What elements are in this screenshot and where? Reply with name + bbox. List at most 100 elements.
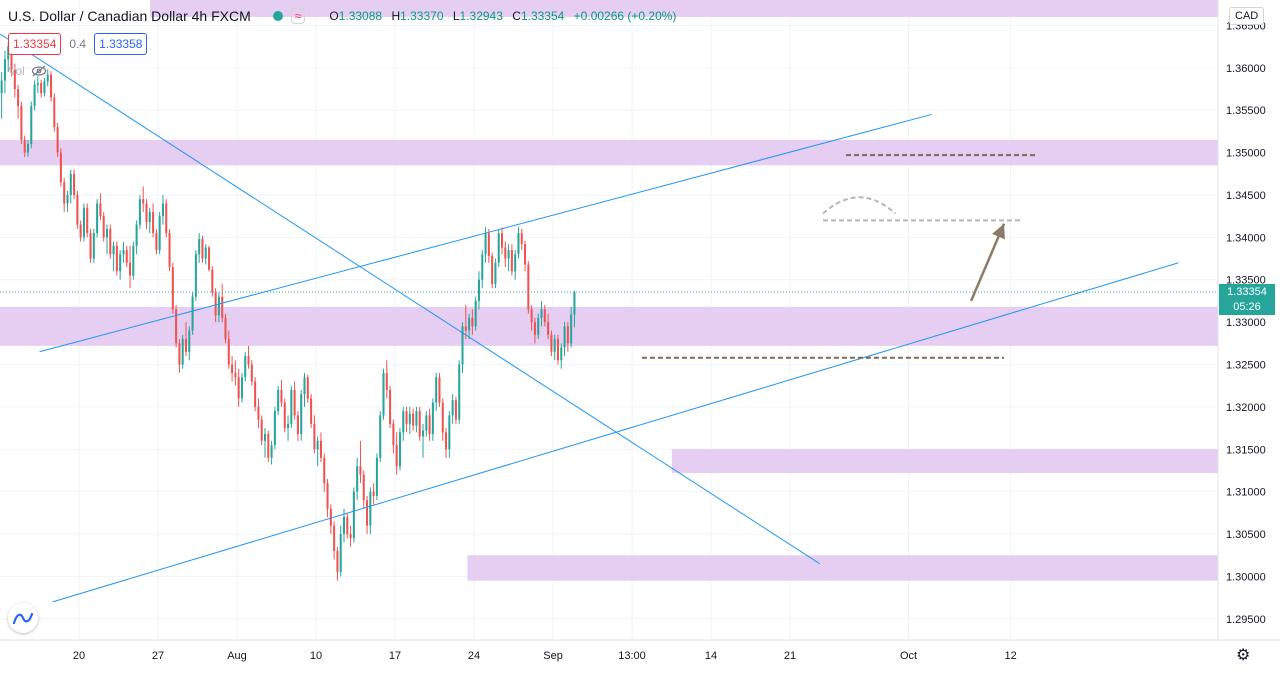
volume-label: Vol	[8, 64, 25, 78]
sell-button[interactable]: 1.33354	[8, 33, 62, 55]
candle-body	[372, 491, 375, 496]
candle-body	[26, 144, 30, 153]
candle-body	[171, 267, 174, 310]
candle-body	[148, 211, 151, 223]
candle-body	[247, 356, 250, 365]
candle-body	[477, 279, 480, 301]
candle-body	[573, 292, 576, 315]
x-tick-label: 17	[389, 650, 401, 662]
candle-body	[112, 245, 115, 255]
candle-body	[458, 364, 461, 420]
low-value: 1.32943	[459, 9, 503, 23]
candle-body	[306, 377, 309, 399]
eye-off-icon[interactable]	[31, 65, 47, 77]
candle-body	[303, 377, 306, 395]
candle-body	[454, 400, 457, 420]
candle-body	[82, 207, 85, 238]
candle-body	[208, 247, 211, 270]
spread-value: 0.4	[69, 37, 87, 51]
candle-body	[445, 432, 448, 450]
candle-body	[280, 389, 283, 403]
candle-body	[428, 415, 431, 435]
candle-body	[244, 356, 247, 378]
candle-body	[570, 314, 573, 344]
candle-body	[50, 74, 53, 98]
candle-body	[352, 491, 355, 539]
candle-body	[296, 415, 299, 435]
candle-body	[46, 74, 49, 82]
candle-body	[175, 309, 178, 344]
support-resistance-zone	[671, 449, 1218, 474]
candle-body	[494, 262, 497, 284]
x-tick-label: 10	[310, 650, 322, 662]
candle-body	[366, 500, 369, 526]
candle-body	[310, 398, 313, 424]
y-tick-label: 1.30500	[1226, 529, 1266, 541]
candle-body	[129, 262, 132, 276]
candle-body	[293, 389, 296, 416]
candle-body	[40, 83, 43, 94]
candle-body	[158, 216, 161, 251]
candle-body	[356, 466, 359, 492]
candle-body	[530, 309, 533, 323]
candle-body	[392, 423, 395, 446]
candle-body	[438, 377, 441, 403]
candle-body	[418, 411, 421, 437]
candle-body	[500, 233, 504, 248]
data-mode-icon[interactable]: ≈	[290, 8, 306, 24]
candle-body	[155, 233, 158, 251]
gear-icon[interactable]: ⚙	[1236, 647, 1251, 664]
candle-body	[267, 434, 270, 458]
candle-body	[224, 317, 227, 340]
currency-button[interactable]: CAD	[1229, 7, 1265, 25]
support-resistance-zone	[150, 0, 1218, 17]
arrow-head	[992, 223, 1005, 240]
candle-body	[474, 300, 477, 327]
candle-body	[86, 207, 89, 234]
candle-body	[181, 339, 184, 365]
dashed-arc	[822, 196, 897, 215]
candle-body	[66, 194, 69, 204]
last-price-label: 1.33354	[1219, 284, 1275, 301]
candle-body	[73, 173, 76, 195]
candle-body	[560, 347, 563, 361]
candle-body	[313, 423, 316, 450]
candle-body	[329, 508, 332, 526]
candle-body	[566, 326, 569, 344]
candle-body	[132, 245, 135, 276]
support-resistance-zone	[0, 306, 1218, 346]
candle-body	[448, 415, 451, 450]
x-tick-label: Aug	[227, 650, 247, 662]
candle-body	[346, 517, 349, 535]
candle-body	[119, 254, 122, 272]
support-resistance-zone	[467, 555, 1219, 581]
candle-body	[96, 203, 99, 234]
y-tick-label: 1.35000	[1226, 148, 1266, 160]
candle-body	[188, 330, 191, 352]
bar-countdown-label: 05:26	[1219, 300, 1275, 316]
candle-body	[481, 254, 484, 280]
candle-body	[109, 228, 112, 255]
candle-body	[451, 400, 454, 416]
buy-button[interactable]: 1.33358	[94, 33, 148, 55]
symbol-title[interactable]: U.S. Dollar / Canadian Dollar 4h FXCM	[8, 8, 251, 24]
candle-body	[349, 534, 352, 539]
candle-body	[382, 372, 385, 416]
candle-body	[412, 413, 415, 426]
volume-indicator[interactable]: Vol	[8, 64, 47, 78]
x-tick-label: 12	[1004, 650, 1016, 662]
candle-body	[237, 377, 240, 399]
y-tick-label: 1.29500	[1226, 614, 1266, 626]
y-tick-label: 1.32500	[1226, 360, 1266, 372]
candle-body	[135, 224, 138, 246]
candle-body	[191, 296, 194, 331]
candle-body	[556, 339, 559, 361]
candle-body	[92, 233, 95, 259]
tradingview-logo-icon[interactable]	[8, 603, 38, 633]
candle-body	[89, 233, 92, 259]
candle-body	[524, 244, 527, 265]
trade-panel: 1.33354 0.4 1.33358	[8, 33, 148, 55]
